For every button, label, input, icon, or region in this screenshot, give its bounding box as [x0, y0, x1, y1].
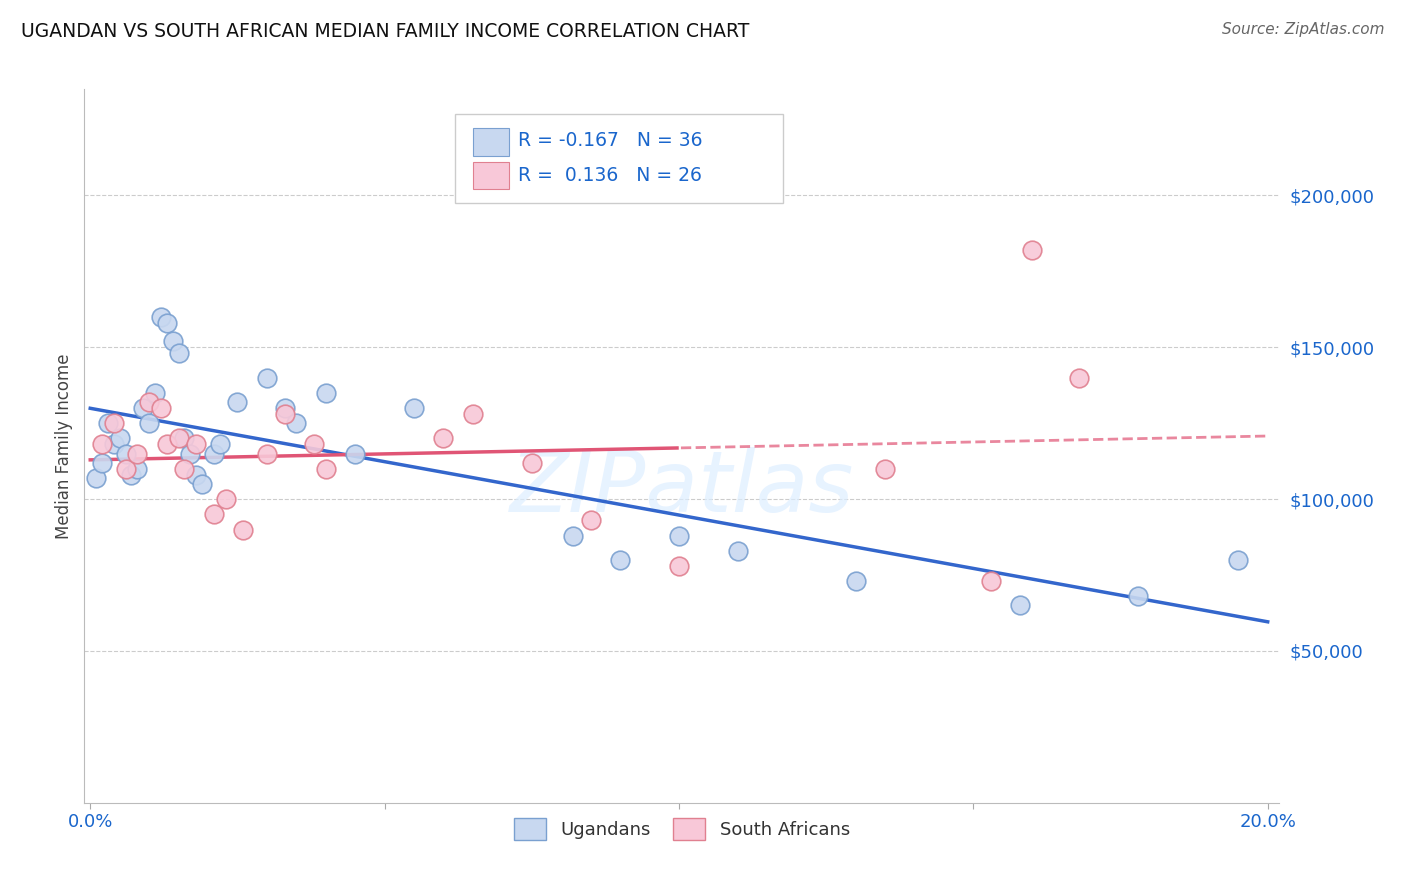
Point: [609, 553, 631, 567]
Point: [91, 437, 114, 451]
Point: [162, 334, 184, 349]
Point: [179, 447, 201, 461]
Point: [132, 401, 155, 415]
Point: [191, 477, 214, 491]
Point: [127, 447, 149, 461]
Point: [461, 407, 484, 421]
Y-axis label: Median Family Income: Median Family Income: [55, 353, 73, 539]
Text: R =  0.136   N = 26: R = 0.136 N = 26: [519, 166, 702, 185]
Point: [1069, 370, 1091, 384]
Text: UGANDAN VS SOUTH AFRICAN MEDIAN FAMILY INCOME CORRELATION CHART: UGANDAN VS SOUTH AFRICAN MEDIAN FAMILY I…: [21, 22, 749, 41]
Point: [103, 416, 125, 430]
Point: [1010, 599, 1032, 613]
Point: [167, 431, 190, 445]
Point: [138, 416, 160, 430]
Point: [1128, 590, 1150, 604]
Point: [402, 401, 425, 415]
Point: [873, 462, 896, 476]
Point: [562, 528, 585, 542]
Point: [256, 370, 278, 384]
Point: [127, 462, 149, 476]
Point: [232, 523, 254, 537]
Text: ZIPatlas: ZIPatlas: [510, 447, 853, 531]
Point: [156, 316, 179, 330]
Point: [273, 407, 295, 421]
Point: [1021, 243, 1043, 257]
Point: [84, 471, 107, 485]
Text: Source: ZipAtlas.com: Source: ZipAtlas.com: [1222, 22, 1385, 37]
Legend: Ugandans, South Africans: Ugandans, South Africans: [506, 811, 858, 847]
Point: [727, 543, 749, 558]
Point: [149, 310, 172, 324]
Point: [173, 462, 195, 476]
Point: [315, 385, 337, 400]
FancyBboxPatch shape: [472, 128, 509, 155]
FancyBboxPatch shape: [472, 162, 509, 189]
Point: [520, 456, 543, 470]
Point: [302, 437, 325, 451]
Point: [138, 395, 160, 409]
Point: [845, 574, 868, 588]
Point: [432, 431, 454, 445]
Point: [344, 447, 367, 461]
Point: [103, 437, 125, 451]
Point: [315, 462, 337, 476]
Point: [97, 416, 120, 430]
Point: [668, 558, 690, 573]
Point: [186, 437, 208, 451]
Point: [214, 492, 236, 507]
Point: [1227, 553, 1250, 567]
Point: [114, 447, 136, 461]
Point: [156, 437, 179, 451]
Text: R = -0.167   N = 36: R = -0.167 N = 36: [519, 131, 703, 150]
Point: [114, 462, 136, 476]
Point: [149, 401, 172, 415]
Point: [208, 437, 231, 451]
Point: [980, 574, 1002, 588]
Point: [202, 508, 225, 522]
Point: [226, 395, 249, 409]
Point: [256, 447, 278, 461]
Point: [273, 401, 295, 415]
Point: [120, 467, 142, 482]
Point: [202, 447, 225, 461]
Point: [91, 456, 114, 470]
Point: [143, 385, 166, 400]
Point: [173, 431, 195, 445]
Point: [285, 416, 308, 430]
FancyBboxPatch shape: [456, 114, 783, 203]
Point: [108, 431, 131, 445]
Point: [186, 467, 208, 482]
Point: [668, 528, 690, 542]
Point: [167, 346, 190, 360]
Point: [579, 513, 602, 527]
